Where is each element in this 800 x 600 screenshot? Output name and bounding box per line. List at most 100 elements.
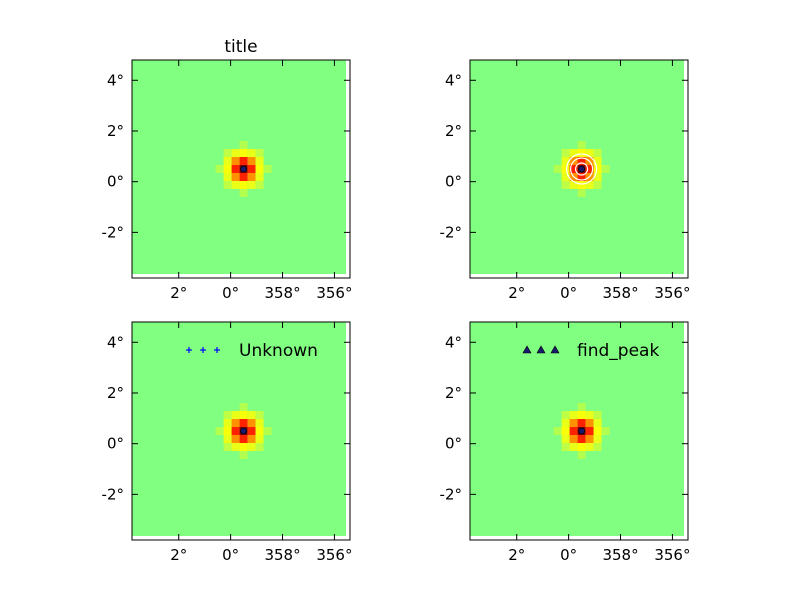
peak-marker [241, 428, 247, 434]
x-tick-label: 356° [316, 546, 352, 564]
source-pixel [578, 451, 586, 459]
source-pixel [570, 435, 578, 443]
source-pixel [562, 411, 570, 419]
x-tick-label: 0° [560, 284, 577, 302]
source-pixel [240, 157, 248, 165]
source-pixel [586, 427, 594, 435]
source-pixel [216, 427, 224, 435]
source-pixel [578, 443, 586, 451]
source-pixel [594, 411, 602, 419]
source-pixel [586, 435, 594, 443]
source-pixel [248, 411, 256, 419]
source-pixel [248, 427, 256, 435]
source-pixel [570, 419, 578, 427]
y-tick-label: 4° [107, 333, 124, 351]
source-pixel [240, 141, 248, 149]
source-pixel [232, 173, 240, 181]
source-pixel [248, 443, 256, 451]
source-pixel [594, 427, 602, 435]
source-pixel [256, 173, 264, 181]
source-pixel [248, 181, 256, 189]
x-tick-label: 358° [264, 284, 300, 302]
source-pixel [224, 427, 232, 435]
source-pixel [224, 181, 232, 189]
source-pixel [232, 157, 240, 165]
source-pixel [594, 165, 602, 173]
peak-marker [579, 428, 585, 434]
source-pixel [256, 149, 264, 157]
source-pixel [224, 411, 232, 419]
source-pixel [240, 189, 248, 197]
y-tick-label: 0° [445, 173, 462, 191]
y-tick-label: 0° [445, 435, 462, 453]
x-tick-label: 358° [602, 284, 638, 302]
source-pixel [232, 181, 240, 189]
source-pixel [224, 149, 232, 157]
y-tick-label: 4° [445, 71, 462, 89]
source-pixel [248, 165, 256, 173]
x-tick-label: 0° [222, 284, 239, 302]
source-pixel [586, 411, 594, 419]
source-pixel [240, 403, 248, 411]
source-pixel [224, 443, 232, 451]
source-pixel [232, 427, 240, 435]
x-tick-label: 356° [654, 284, 690, 302]
source-pixel [256, 165, 264, 173]
source-pixel [586, 443, 594, 451]
source-pixel [578, 141, 586, 149]
source-pixel [256, 427, 264, 435]
y-tick-label: -2° [440, 485, 462, 503]
y-tick-label: -2° [102, 223, 124, 241]
source-pixel [594, 149, 602, 157]
source-pixel [224, 157, 232, 165]
source-pixel [256, 181, 264, 189]
y-tick-label: -2° [440, 223, 462, 241]
x-tick-label: 0° [222, 546, 239, 564]
source-pixel [578, 411, 586, 419]
y-tick-label: 2° [107, 384, 124, 402]
source-pixel [224, 173, 232, 181]
x-tick-label: 0° [560, 546, 577, 564]
source-pixel [224, 419, 232, 427]
source-pixel [224, 435, 232, 443]
y-tick-label: -2° [102, 485, 124, 503]
source-pixel [248, 149, 256, 157]
source-pixel [240, 173, 248, 181]
source-pixel [578, 403, 586, 411]
legend-label: find_peak [577, 341, 659, 361]
source-pixel [248, 435, 256, 443]
source-pixel [256, 411, 264, 419]
source-pixel [578, 181, 586, 189]
source-pixel [562, 427, 570, 435]
source-pixel [594, 419, 602, 427]
source-pixel [256, 443, 264, 451]
x-tick-label: 356° [316, 284, 352, 302]
y-tick-label: 4° [445, 333, 462, 351]
source-pixel [240, 419, 248, 427]
source-pixel [256, 157, 264, 165]
source-pixel [570, 427, 578, 435]
x-tick-label: 358° [264, 546, 300, 564]
y-tick-label: 0° [107, 435, 124, 453]
x-tick-label: 2° [508, 546, 525, 564]
source-pixel [240, 435, 248, 443]
x-tick-label: 356° [654, 546, 690, 564]
source-pixel [232, 443, 240, 451]
source-pixel [594, 443, 602, 451]
source-pixel [264, 165, 272, 173]
source-pixel [570, 411, 578, 419]
source-pixel [562, 165, 570, 173]
panel-3: 2° 0° 358° 356°4°2°0°-2°Unknown [102, 322, 353, 564]
x-tick-label: 2° [508, 284, 525, 302]
source-pixel [232, 411, 240, 419]
peak-marker [241, 166, 247, 172]
source-pixel [232, 149, 240, 157]
source-pixel [578, 435, 586, 443]
source-pixel [594, 435, 602, 443]
source-pixel [562, 181, 570, 189]
source-pixel [562, 419, 570, 427]
x-tick-label: 358° [602, 546, 638, 564]
y-tick-label: 2° [445, 122, 462, 140]
panel-4: 2° 0° 358° 356°4°2°0°-2°find_peak [440, 322, 691, 564]
